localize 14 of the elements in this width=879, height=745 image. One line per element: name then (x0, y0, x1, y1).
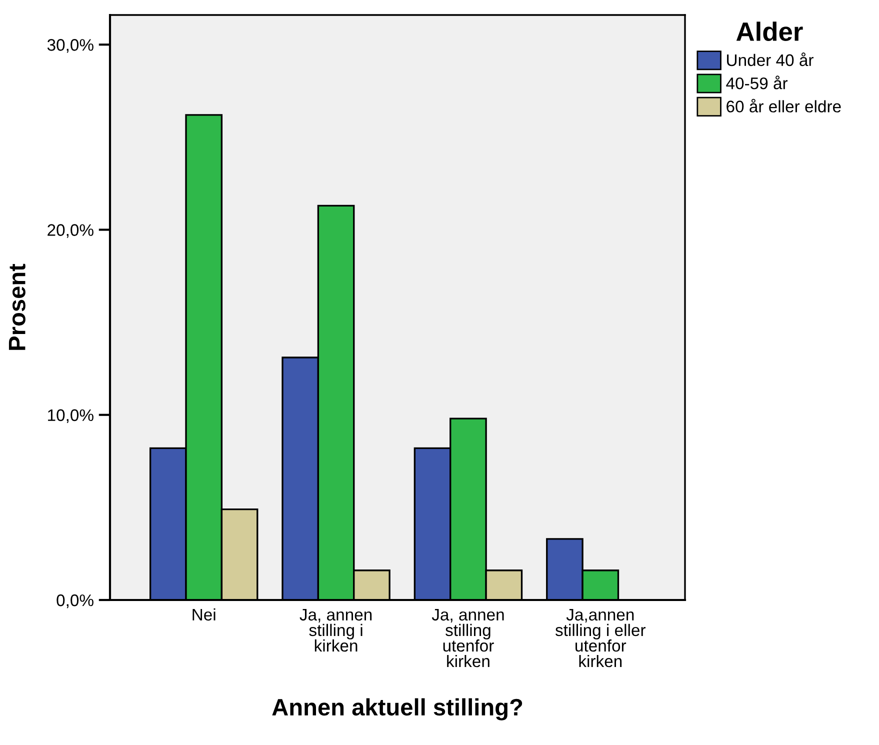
x-tick-label: Ja, annen stilling i kirken (300, 608, 372, 652)
y-tick-label: 10,0% (48, 409, 94, 424)
x-tick-label: Ja, annen stilling utenfor kirken (432, 608, 504, 668)
y-tick-label: 20,0% (48, 224, 94, 238)
x-tick-label: Ja,annen stilling i eller utenfor kirken (555, 608, 646, 668)
y-tick-label: 30,0% (47, 39, 94, 53)
y-tick-label: 0,0% (56, 594, 94, 608)
y-axis-title: Prosent (8, 264, 26, 350)
legend-label: 40-59 år (726, 76, 788, 90)
legend-title: Alder (736, 22, 803, 42)
legend-label: Under 40 år (727, 52, 814, 66)
legend-label: 60 år eller eldre (726, 98, 841, 112)
x-tick-label: Nei (192, 608, 216, 621)
x-axis-title: Annen aktuell stilling? (272, 698, 522, 720)
